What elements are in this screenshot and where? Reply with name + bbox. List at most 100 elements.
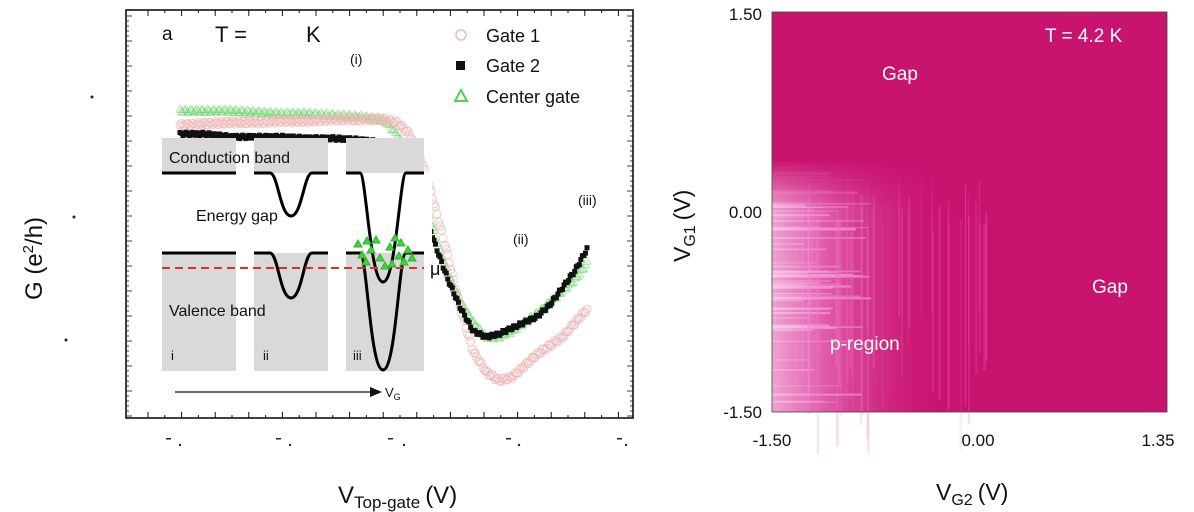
data-point [509, 326, 515, 332]
data-point [566, 278, 572, 284]
inset-panel-label-i: i [171, 348, 174, 363]
y-tick-label-bottom: -1.50 [723, 403, 762, 422]
region-label-ii: (ii) [513, 231, 529, 247]
left-plot-frame [125, 9, 634, 419]
heatmap-column [968, 215, 970, 425]
inset-panel-label-ii: ii [263, 348, 269, 363]
data-point [346, 113, 356, 123]
data-point [342, 135, 348, 141]
inset-valence-label: Valence band [169, 303, 266, 320]
data-point [219, 119, 229, 129]
data-point [276, 107, 286, 116]
inset-gap-label: Energy gap [196, 208, 278, 225]
data-point [451, 291, 457, 297]
heatmap-gap-label-right: Gap [1092, 277, 1128, 298]
data-point [249, 135, 255, 141]
data-point [584, 245, 590, 251]
data-point [578, 257, 584, 263]
data-point [363, 113, 373, 123]
left-residual-tick-marks [64, 95, 628, 447]
data-point [302, 134, 308, 140]
data-point [582, 304, 592, 314]
data-point [206, 130, 212, 136]
panel-label: a [162, 24, 173, 45]
inset-marker [362, 235, 372, 245]
inset-marker [399, 256, 409, 266]
data-point [475, 357, 485, 367]
data-point [520, 322, 526, 328]
left-x-axis-label: VTop-gate (V) [338, 482, 457, 512]
inset-conduction-label: Conduction band [169, 150, 290, 167]
inset-marker [371, 234, 381, 244]
data-point [296, 115, 306, 125]
heatmap-column [978, 180, 981, 311]
data-point [466, 337, 476, 347]
data-point [460, 308, 466, 314]
region-label-iii: (iii) [578, 192, 597, 208]
inset-marker [394, 250, 404, 260]
right-y-axis-label: VG1(V) [669, 190, 699, 262]
inset-cb-edge-iii [346, 171, 424, 284]
legend-label-center-gate: Center gate [486, 87, 580, 107]
data-point [212, 131, 218, 137]
data-point [349, 116, 359, 126]
data-point [233, 116, 243, 126]
heatmap-frame [771, 11, 1168, 413]
data-point [441, 244, 451, 254]
inset-marker [375, 252, 385, 262]
data-point [232, 135, 238, 141]
inset-marker [396, 237, 406, 247]
data-point [395, 121, 405, 131]
heatmap-p-region-label: p-region [830, 334, 900, 355]
heatmap-p-region-fade [772, 160, 957, 412]
data-point [574, 269, 585, 278]
inset-marker [353, 238, 363, 248]
inset-marker [380, 260, 390, 270]
data-point [582, 256, 592, 265]
data-point [369, 113, 379, 123]
data-point [185, 104, 196, 113]
data-point [313, 114, 323, 124]
data-point [515, 323, 521, 329]
data-point [486, 335, 492, 341]
x-tick-label-middle: 0.00 [961, 431, 994, 450]
data-point [196, 121, 206, 131]
legend-label-gate-1: Gate 1 [486, 26, 540, 46]
x-tick-label-left: -1.50 [753, 431, 792, 450]
data-point [470, 348, 480, 358]
data-point [316, 116, 326, 126]
data-point [549, 300, 555, 306]
right-chart: T = 4.2 K Gap Gap p-region 1.50 0.00 -1.… [669, 5, 1175, 509]
data-point [439, 259, 445, 265]
data-point [538, 344, 548, 354]
data-point [246, 132, 252, 138]
temperature-label: T = [215, 22, 247, 47]
inset-marker [361, 256, 371, 266]
data-point [326, 116, 336, 126]
data-point [444, 258, 454, 268]
left-chart: a T = K (i) (ii) (iii) Gate 1 Gate 2 Cen… [20, 9, 634, 512]
data-point [433, 241, 439, 247]
data-point [449, 285, 455, 291]
data-point [561, 282, 567, 288]
inset-marker [366, 244, 376, 254]
data-point [468, 324, 474, 330]
data-point [431, 237, 437, 243]
data-point [319, 134, 325, 140]
data-point [400, 127, 410, 137]
temperature-unit: K [306, 22, 321, 47]
data-point [287, 118, 297, 128]
heatmap-column [985, 212, 988, 362]
data-point [293, 117, 303, 127]
inset-green-markers [353, 232, 417, 270]
inset-marker [387, 258, 397, 268]
data-point [434, 248, 440, 254]
data-point [445, 276, 451, 282]
data-point [192, 132, 198, 138]
data-point [290, 114, 300, 124]
data-point [229, 133, 235, 139]
inset-marker [385, 241, 395, 251]
x-tick-label-right: 1.35 [1141, 431, 1174, 450]
data-point [532, 315, 538, 321]
